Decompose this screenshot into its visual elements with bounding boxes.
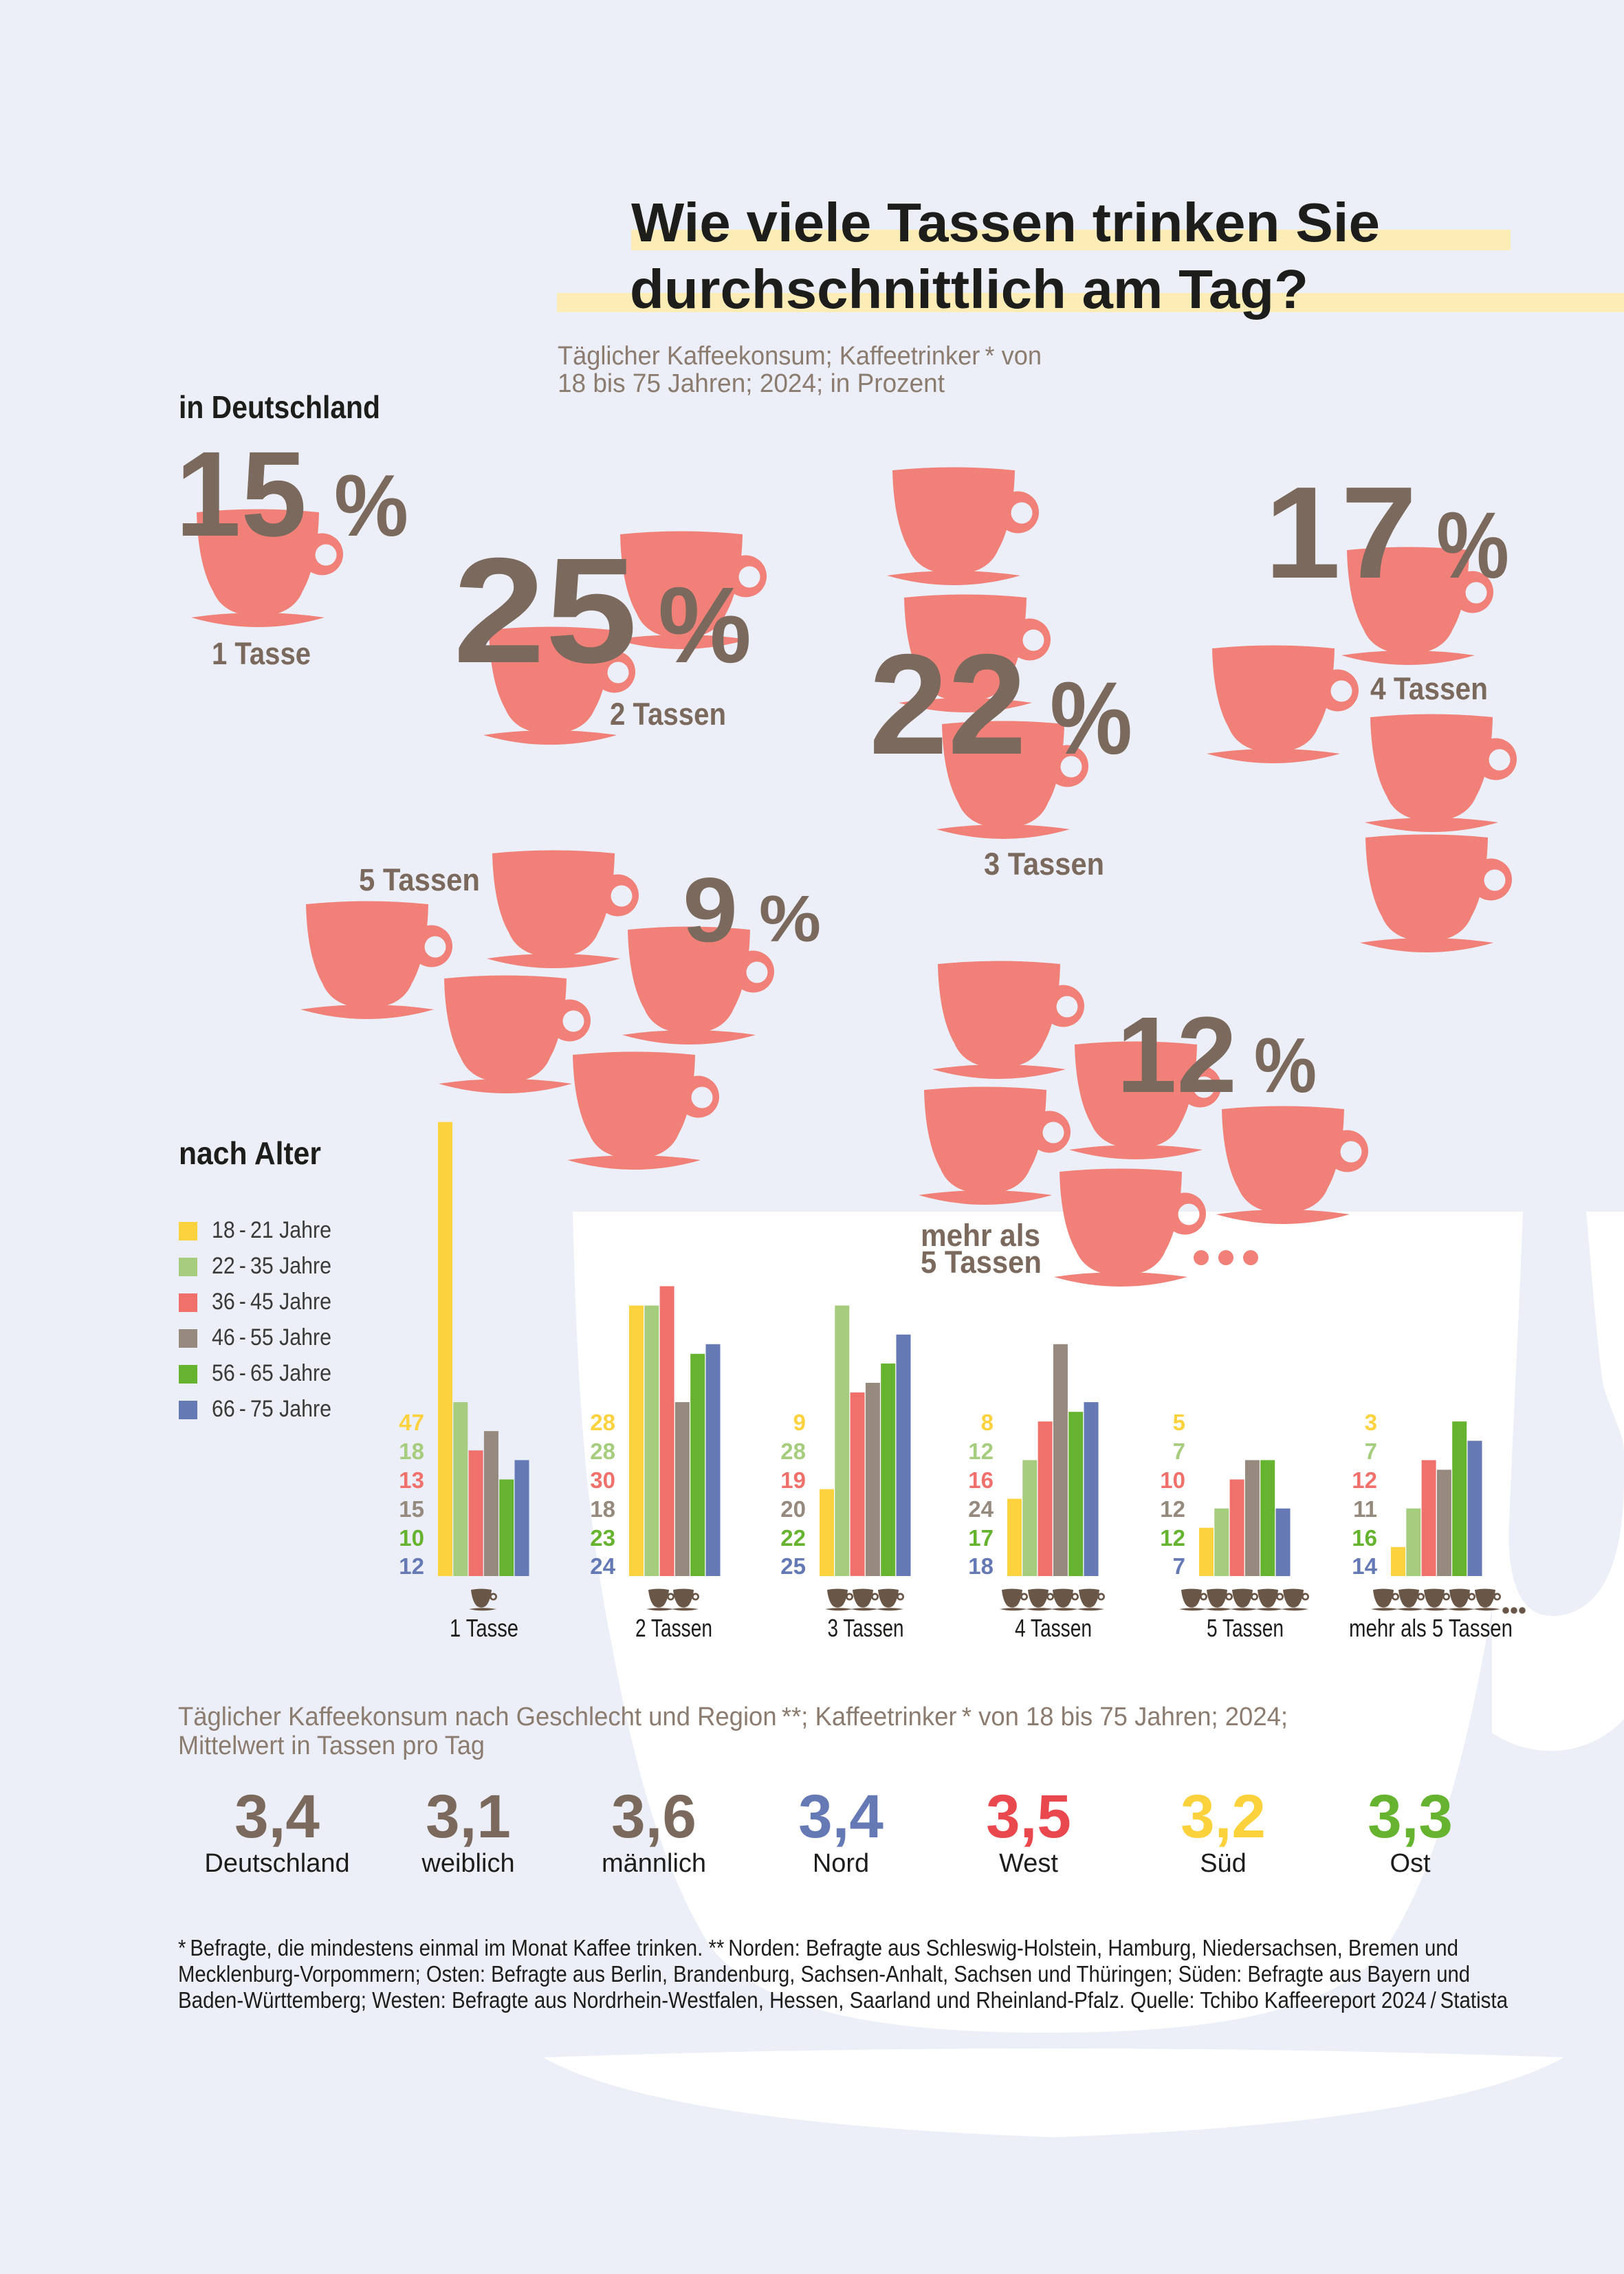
svg-text:16: 16 bbox=[1352, 1525, 1377, 1551]
svg-text:18: 18 bbox=[590, 1496, 615, 1522]
svg-text:18: 18 bbox=[399, 1439, 424, 1464]
svg-text:8: 8 bbox=[981, 1410, 994, 1435]
svg-text:%: % bbox=[658, 565, 751, 686]
svg-text:36 - 45 Jahre: 36 - 45 Jahre bbox=[212, 1289, 331, 1315]
svg-text:28: 28 bbox=[590, 1410, 615, 1435]
svg-text:15: 15 bbox=[399, 1496, 424, 1522]
svg-text:19: 19 bbox=[780, 1467, 806, 1493]
svg-text:durchschnittlich am Tag?: durchschnittlich am Tag? bbox=[630, 259, 1308, 320]
svg-text:3,1: 3,1 bbox=[426, 1782, 511, 1850]
svg-text:1 Tasse: 1 Tasse bbox=[212, 636, 311, 671]
svg-text:mehr als: mehr als bbox=[921, 1218, 1040, 1253]
svg-text:18: 18 bbox=[968, 1553, 994, 1579]
svg-text:weiblich: weiblich bbox=[421, 1849, 514, 1878]
svg-text:20: 20 bbox=[780, 1496, 806, 1522]
svg-text:9: 9 bbox=[793, 1410, 806, 1435]
svg-text:nach Alter: nach Alter bbox=[179, 1135, 321, 1171]
svg-text:24: 24 bbox=[968, 1496, 994, 1522]
svg-text:3,5: 3,5 bbox=[986, 1782, 1071, 1850]
svg-text:3,6: 3,6 bbox=[611, 1782, 696, 1850]
svg-text:2 Tassen: 2 Tassen bbox=[635, 1614, 712, 1642]
svg-text:66 - 75 Jahre: 66 - 75 Jahre bbox=[212, 1396, 331, 1422]
svg-text:männlich: männlich bbox=[602, 1849, 706, 1878]
svg-text:15: 15 bbox=[175, 427, 307, 562]
svg-text:17: 17 bbox=[1264, 460, 1417, 606]
svg-text:12: 12 bbox=[968, 1439, 994, 1464]
svg-text:22: 22 bbox=[869, 625, 1027, 785]
svg-text:18 bis 75 Jahren; 2024; in Pro: 18 bis 75 Jahren; 2024; in Prozent bbox=[558, 369, 945, 398]
svg-text:in Deutschland: in Deutschland bbox=[179, 389, 380, 425]
svg-text:12: 12 bbox=[1117, 995, 1237, 1115]
svg-text:3,3: 3,3 bbox=[1368, 1782, 1453, 1850]
svg-text:5 Tassen: 5 Tassen bbox=[921, 1245, 1042, 1280]
svg-text:9: 9 bbox=[683, 860, 738, 961]
svg-text:Nord: Nord bbox=[813, 1849, 869, 1878]
svg-text:24: 24 bbox=[590, 1553, 615, 1579]
svg-text:Ost: Ost bbox=[1390, 1849, 1431, 1878]
svg-text:28: 28 bbox=[590, 1439, 615, 1464]
svg-text:Süd: Süd bbox=[1200, 1849, 1247, 1878]
svg-text:47: 47 bbox=[399, 1410, 424, 1435]
svg-text:28: 28 bbox=[780, 1439, 806, 1464]
svg-text:Mittelwert in Tassen pro Tag: Mittelwert in Tassen pro Tag bbox=[178, 1731, 485, 1760]
svg-text:12: 12 bbox=[399, 1553, 424, 1579]
svg-text:10: 10 bbox=[1160, 1467, 1185, 1493]
svg-text:%: % bbox=[334, 457, 408, 554]
svg-text:25: 25 bbox=[780, 1553, 806, 1579]
svg-text:3,2: 3,2 bbox=[1181, 1782, 1266, 1850]
svg-text:7: 7 bbox=[1365, 1439, 1377, 1464]
svg-text:3,4: 3,4 bbox=[798, 1782, 884, 1850]
svg-text:%: % bbox=[1254, 1022, 1317, 1108]
svg-text:11: 11 bbox=[1353, 1496, 1377, 1522]
svg-text:16: 16 bbox=[968, 1467, 994, 1493]
svg-text:3: 3 bbox=[1365, 1410, 1377, 1435]
svg-text:3,4: 3,4 bbox=[234, 1782, 320, 1850]
svg-text:5: 5 bbox=[1173, 1410, 1185, 1435]
svg-text:5 Tassen: 5 Tassen bbox=[359, 862, 480, 897]
svg-text:Wie viele Tassen trinken Sie: Wie viele Tassen trinken Sie bbox=[631, 192, 1380, 253]
svg-text:Baden-Württemberg; Westen: Bef: Baden-Württemberg; Westen: Befragte aus … bbox=[178, 1987, 1508, 2013]
svg-text:18 - 21 Jahre: 18 - 21 Jahre bbox=[212, 1217, 331, 1243]
svg-text:mehr als 5 Tassen: mehr als 5 Tassen bbox=[1349, 1614, 1513, 1642]
svg-text:46 - 55 Jahre: 46 - 55 Jahre bbox=[212, 1324, 331, 1351]
svg-text:30: 30 bbox=[590, 1467, 615, 1493]
svg-text:%: % bbox=[759, 882, 821, 956]
svg-text:* Befragte, die mindestens ein: * Befragte, die mindestens einmal im Mon… bbox=[178, 1935, 1458, 1960]
svg-text:23: 23 bbox=[590, 1525, 615, 1551]
svg-text:West: West bbox=[999, 1849, 1058, 1878]
svg-text:13: 13 bbox=[399, 1467, 424, 1493]
svg-text:22 - 35 Jahre: 22 - 35 Jahre bbox=[212, 1253, 331, 1279]
svg-text:3 Tassen: 3 Tassen bbox=[828, 1614, 904, 1642]
svg-text:2 Tassen: 2 Tassen bbox=[610, 697, 726, 732]
svg-text:Mecklenburg-Vorpommern; Osten:: Mecklenburg-Vorpommern; Osten: Befragte … bbox=[178, 1961, 1470, 1987]
svg-text:22: 22 bbox=[780, 1525, 806, 1551]
svg-text:Deutschland: Deutschland bbox=[204, 1849, 349, 1878]
svg-text:17: 17 bbox=[968, 1525, 994, 1551]
svg-text:14: 14 bbox=[1352, 1553, 1377, 1579]
svg-text:56 - 65 Jahre: 56 - 65 Jahre bbox=[212, 1360, 331, 1386]
svg-text:7: 7 bbox=[1173, 1553, 1185, 1579]
svg-text:3 Tassen: 3 Tassen bbox=[984, 846, 1104, 882]
svg-text:Täglicher Kaffeekonsum; Kaffee: Täglicher Kaffeekonsum; Kaffeetrinker * … bbox=[558, 342, 1042, 371]
svg-text:12: 12 bbox=[1352, 1467, 1377, 1493]
svg-text:%: % bbox=[1436, 493, 1509, 598]
svg-text:25: 25 bbox=[453, 527, 637, 695]
svg-text:%: % bbox=[1050, 660, 1132, 776]
svg-text:12: 12 bbox=[1160, 1496, 1185, 1522]
svg-text:1 Tasse: 1 Tasse bbox=[450, 1614, 518, 1642]
svg-text:4 Tassen: 4 Tassen bbox=[1015, 1614, 1092, 1642]
svg-text:4 Tassen: 4 Tassen bbox=[1370, 671, 1488, 706]
svg-text:7: 7 bbox=[1173, 1439, 1185, 1464]
svg-text:Täglicher Kaffeekonsum nach Ge: Täglicher Kaffeekonsum nach Geschlecht u… bbox=[178, 1703, 1288, 1731]
svg-text:5 Tassen: 5 Tassen bbox=[1207, 1614, 1284, 1642]
svg-text:10: 10 bbox=[399, 1525, 424, 1551]
svg-text:12: 12 bbox=[1160, 1525, 1185, 1551]
